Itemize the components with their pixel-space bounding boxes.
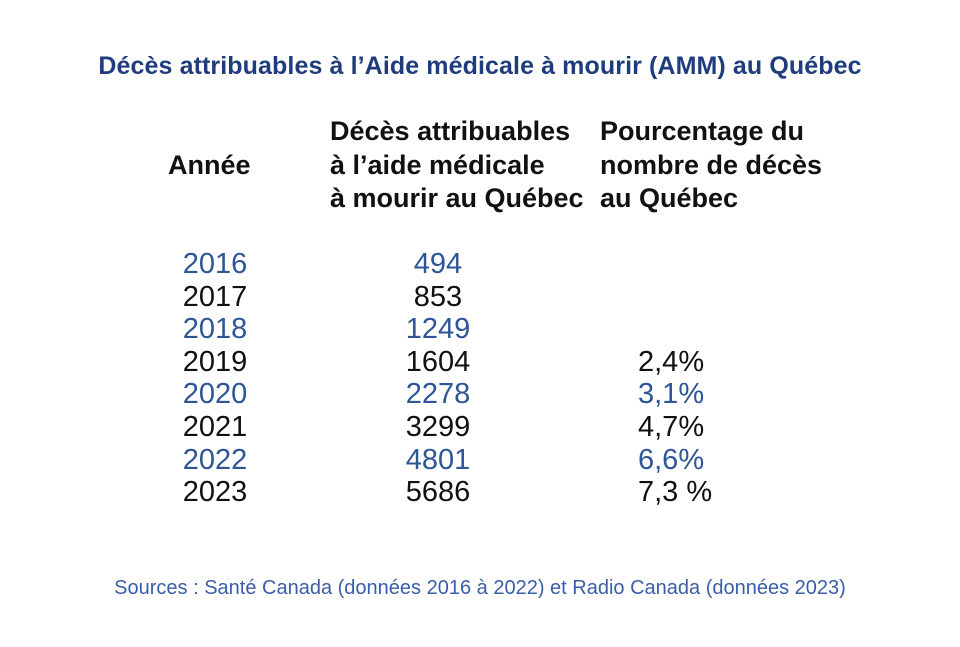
cell-deaths: 5686 [405,476,471,509]
table-row: 2017 853 [160,281,866,314]
table-row: 2021 3299 4,7% [160,411,866,444]
cell-year: 2023 [182,476,248,509]
cell-year: 2017 [182,280,248,313]
cell-percentage: 2,4% [638,345,705,378]
cell-year: 2019 [182,345,248,378]
table-row: 2018 1249 [160,313,866,346]
source-note: Sources : Santé Canada (données 2016 à 2… [114,577,846,599]
cell-year: 2021 [182,410,248,443]
column-header-pourcentage-line3: au Québec [600,183,739,213]
column-header-pourcentage: Pourcentage du nombre de décès au Québec [600,115,860,216]
cell-deaths: 494 [413,248,463,280]
cell-percentage [606,248,866,281]
cell-year: 2018 [182,313,248,346]
table-row: 2023 5686 7,3 % [160,476,866,509]
cell-deaths: 2278 [405,378,471,411]
column-header-deces-line1: Décès attribuables [330,116,571,146]
column-header-pourcentage-line1: Pourcentage du [600,116,805,146]
cell-percentage: 3,1% [638,378,705,411]
cell-deaths: 1249 [405,313,471,346]
table-row: 2020 2278 3,1% [160,378,866,411]
table-row: 2022 4801 6,6% [160,444,866,477]
cell-percentage: 4,7% [638,410,705,443]
cell-year: 2016 [182,248,248,280]
cell-percentage [606,281,866,314]
cell-deaths: 4801 [405,443,471,476]
cell-deaths: 3299 [405,410,471,443]
column-header-pourcentage-line2: nombre de décès [600,149,823,180]
column-header-deces-line3: à mourir au Québec [330,183,584,213]
cell-percentage: 7,3 % [638,476,713,509]
table-row: 2016 494 [160,248,866,281]
table-row: 2019 1604 2,4% [160,346,866,379]
table-body: 2016 494 2017 853 2018 1249 2019 1604 2,… [160,248,866,509]
page-title: Décès attribuables à l’Aide médicale à m… [98,52,862,80]
table-header-row: Année Décès attribuables à l’aide médica… [160,115,860,216]
column-header-deces-line2: à l’aide médicale [330,149,545,180]
cell-deaths: 1604 [405,345,471,378]
column-header-annee: Année [168,149,251,180]
cell-percentage: 6,6% [638,443,705,476]
column-header-deces: Décès attribuables à l’aide médicale à m… [330,115,600,216]
cell-percentage [606,313,866,346]
cell-year: 2020 [182,378,248,411]
cell-deaths: 853 [413,280,463,313]
cell-year: 2022 [182,443,248,476]
